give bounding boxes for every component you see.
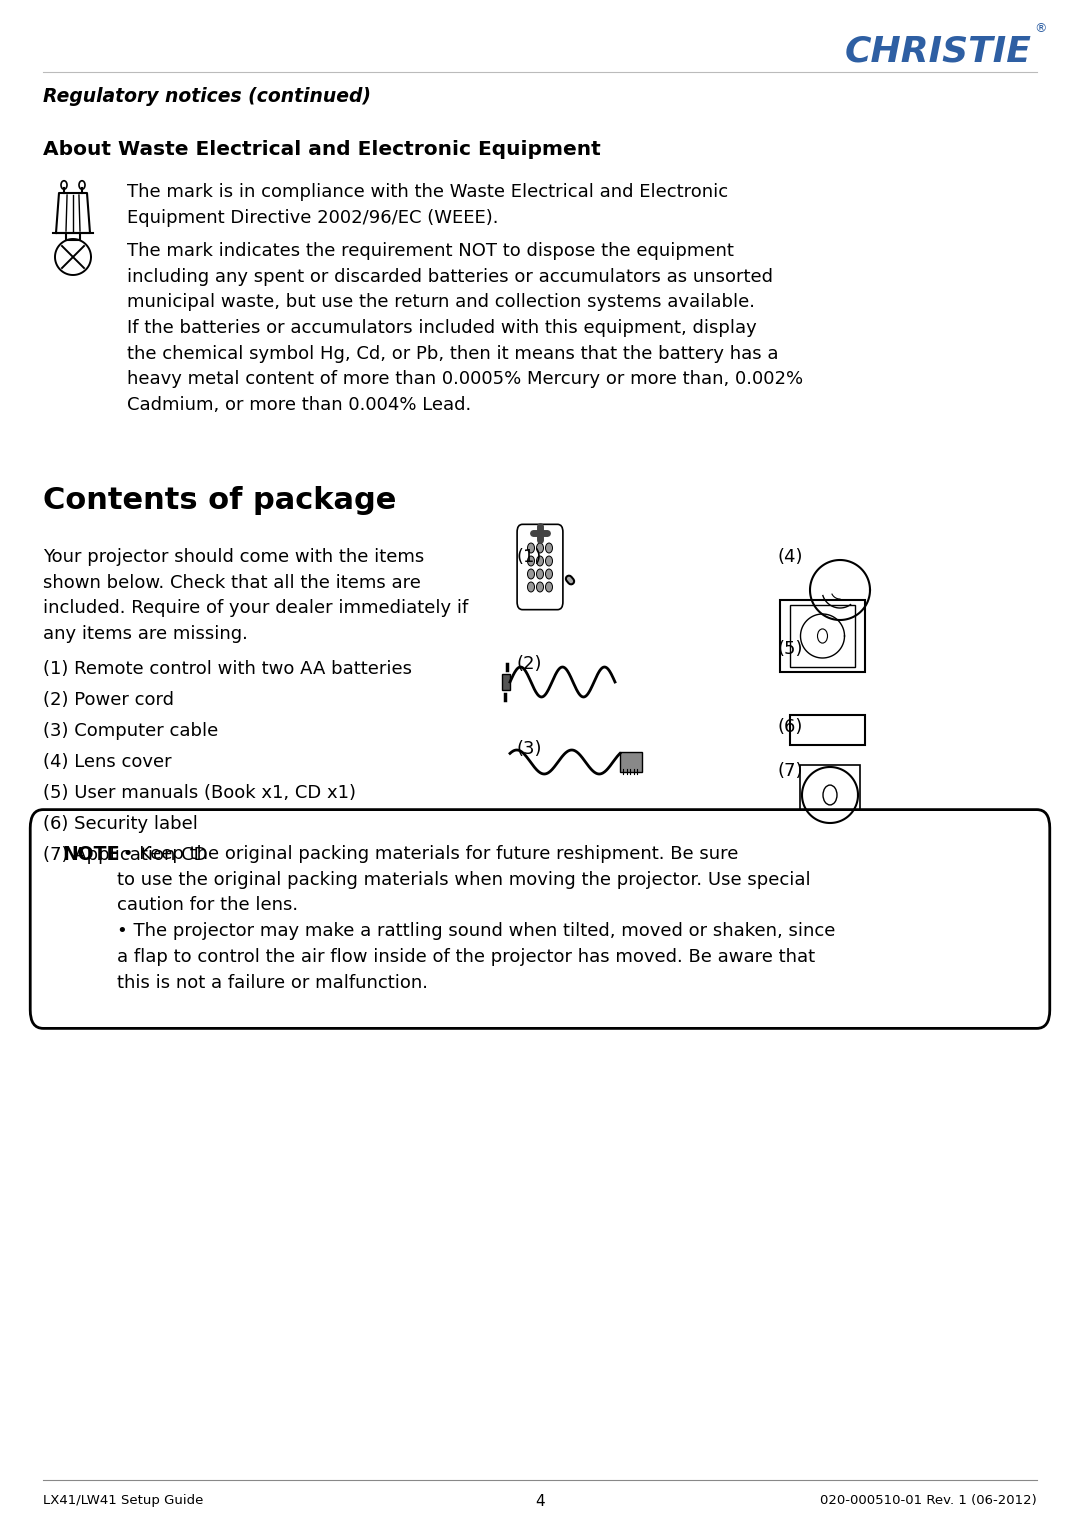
Text: (7): (7) — [778, 761, 804, 780]
Bar — [502, 674, 510, 689]
Text: The mark indicates the requirement NOT to dispose the equipment
including any sp: The mark indicates the requirement NOT t… — [127, 242, 804, 414]
Circle shape — [545, 542, 553, 553]
Bar — [780, 601, 865, 673]
Circle shape — [545, 556, 553, 565]
Text: (4) Lens cover: (4) Lens cover — [43, 754, 172, 771]
Text: (2): (2) — [516, 656, 542, 673]
Text: (1): (1) — [516, 548, 541, 565]
Text: (6): (6) — [778, 719, 802, 735]
FancyBboxPatch shape — [517, 524, 563, 610]
Text: (6) Security label: (6) Security label — [43, 815, 198, 833]
Text: (3): (3) — [516, 740, 542, 758]
Circle shape — [527, 556, 535, 565]
FancyBboxPatch shape — [30, 809, 1050, 1028]
Text: • Keep the original packing materials for future reshipment. Be sure
to use the : • Keep the original packing materials fo… — [117, 846, 835, 991]
Text: (3) Computer cable: (3) Computer cable — [43, 722, 218, 740]
Text: CHRISTIE: CHRISTIE — [845, 35, 1031, 69]
Text: Your projector should come with the items
shown below. Check that all the items : Your projector should come with the item… — [43, 548, 469, 643]
Circle shape — [527, 582, 535, 591]
Bar — [800, 764, 860, 826]
Text: NOTE: NOTE — [63, 846, 120, 864]
Circle shape — [527, 568, 535, 579]
Circle shape — [537, 556, 543, 565]
Text: LX41/LW41 Setup Guide: LX41/LW41 Setup Guide — [43, 1494, 203, 1507]
Bar — [620, 752, 642, 772]
Text: About Waste Electrical and Electronic Equipment: About Waste Electrical and Electronic Eq… — [43, 139, 600, 159]
Bar — [789, 605, 855, 666]
Circle shape — [537, 568, 543, 579]
Text: Contents of package: Contents of package — [43, 486, 396, 515]
Circle shape — [818, 630, 827, 643]
Text: Regulatory notices (continued): Regulatory notices (continued) — [43, 87, 372, 106]
Text: (4): (4) — [778, 548, 804, 565]
Bar — [789, 715, 865, 745]
Circle shape — [537, 582, 543, 591]
Circle shape — [545, 568, 553, 579]
Circle shape — [527, 542, 535, 553]
Text: (2) Power cord: (2) Power cord — [43, 691, 174, 709]
Circle shape — [537, 542, 543, 553]
Text: 020-000510-01 Rev. 1 (06-2012): 020-000510-01 Rev. 1 (06-2012) — [820, 1494, 1037, 1507]
Text: (5) User manuals (Book x1, CD x1): (5) User manuals (Book x1, CD x1) — [43, 784, 356, 801]
Text: (1) Remote control with two AA batteries: (1) Remote control with two AA batteries — [43, 660, 413, 679]
Text: ®: ® — [1035, 21, 1048, 35]
Text: The mark is in compliance with the Waste Electrical and Electronic
Equipment Dir: The mark is in compliance with the Waste… — [127, 182, 729, 227]
Circle shape — [545, 582, 553, 591]
Text: (7) Application CD: (7) Application CD — [43, 846, 207, 864]
Text: (5): (5) — [778, 640, 804, 659]
Circle shape — [823, 784, 837, 804]
Text: 4: 4 — [536, 1494, 544, 1509]
